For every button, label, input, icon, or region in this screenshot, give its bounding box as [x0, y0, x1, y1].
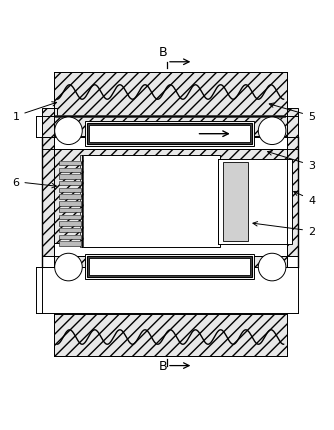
Bar: [58, 188, 81, 193]
Bar: [58, 222, 81, 226]
Circle shape: [55, 118, 82, 145]
Text: 2: 2: [253, 222, 315, 236]
Bar: [58, 195, 81, 200]
Bar: [85, 122, 254, 146]
Bar: [89, 126, 250, 143]
Bar: [54, 243, 287, 256]
Bar: [55, 115, 285, 118]
Bar: [87, 123, 253, 145]
Bar: [58, 175, 81, 179]
Bar: [58, 242, 81, 246]
Bar: [54, 73, 287, 117]
Bar: [58, 209, 81, 213]
Bar: [80, 156, 83, 248]
Bar: [58, 181, 81, 186]
Circle shape: [55, 254, 82, 281]
Bar: [54, 150, 287, 256]
Bar: [58, 215, 81, 219]
Circle shape: [258, 118, 286, 145]
Bar: [54, 117, 287, 138]
Bar: [54, 255, 287, 267]
Bar: [218, 160, 292, 245]
Bar: [89, 258, 250, 276]
Text: 1: 1: [12, 102, 56, 122]
Bar: [58, 162, 81, 166]
Bar: [58, 202, 81, 206]
Text: 5: 5: [269, 104, 315, 122]
Bar: [42, 108, 54, 256]
Text: 3: 3: [268, 151, 315, 171]
Bar: [287, 108, 298, 256]
Bar: [85, 254, 254, 279]
Bar: [58, 228, 81, 233]
Bar: [223, 163, 248, 242]
Circle shape: [258, 254, 286, 281]
Bar: [54, 108, 57, 256]
Bar: [58, 168, 81, 173]
Text: 6: 6: [12, 177, 56, 188]
Text: B: B: [158, 46, 167, 59]
Text: B: B: [158, 359, 167, 372]
Bar: [54, 314, 287, 356]
Bar: [54, 137, 287, 150]
Bar: [58, 235, 81, 240]
Text: 4: 4: [294, 192, 315, 205]
Bar: [81, 156, 219, 248]
Bar: [87, 256, 253, 278]
